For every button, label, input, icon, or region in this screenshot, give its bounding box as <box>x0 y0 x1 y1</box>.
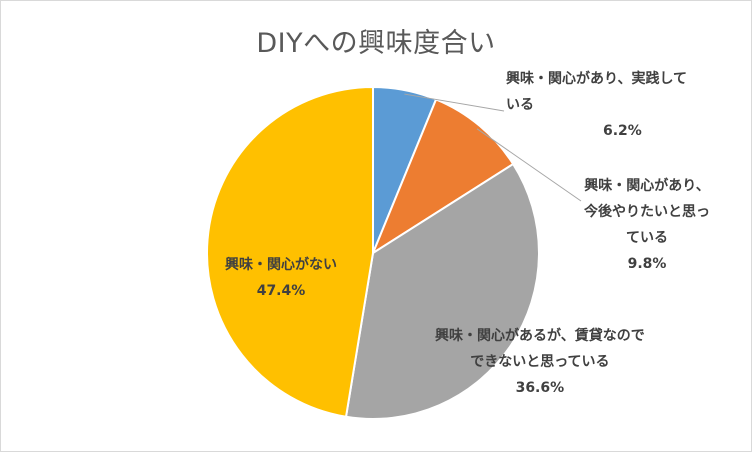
slice-label-line: 興味・関心があり、実践して <box>506 71 688 87</box>
slice-value-label: 36.6% <box>515 380 565 396</box>
slice-label-line: 興味・関心があり、 <box>584 178 710 194</box>
slice-label-line: いる <box>506 97 534 113</box>
pie-slice-not-interested <box>206 85 374 418</box>
slice-value-label: 9.8% <box>627 256 667 272</box>
leader-line-practicing <box>404 93 505 112</box>
slice-label-line: できないと思っている <box>470 354 610 370</box>
slice-label-line: 興味・関心がない <box>225 257 337 273</box>
pie-slice-renting <box>344 162 540 420</box>
slice-label-line: ている <box>626 230 668 246</box>
slice-label-line: 今後やりたいと思っ <box>584 204 710 220</box>
slice-label-not-interested: 興味・関心がない 47.4% <box>225 252 337 304</box>
chart-title: DIYへの興味度合い <box>256 28 496 59</box>
slice-label-renting: 興味・関心があるが、賃貸なので できないと思っている 36.6% <box>435 323 645 401</box>
leader-line-want-to-try <box>476 128 582 202</box>
pie-slice-want-to-try <box>370 98 515 256</box>
slice-value-label: 47.4% <box>256 283 306 299</box>
slice-label-practicing: 興味・関心があり、実践して いる 6.2% <box>506 66 687 144</box>
slice-value-label: 6.2% <box>603 123 642 139</box>
slice-label-want-to-try: 興味・関心があり、 今後やりたいと思っ ている 9.8% <box>584 173 710 277</box>
slice-label-line: 興味・関心があるが、賃貸なので <box>435 328 645 344</box>
